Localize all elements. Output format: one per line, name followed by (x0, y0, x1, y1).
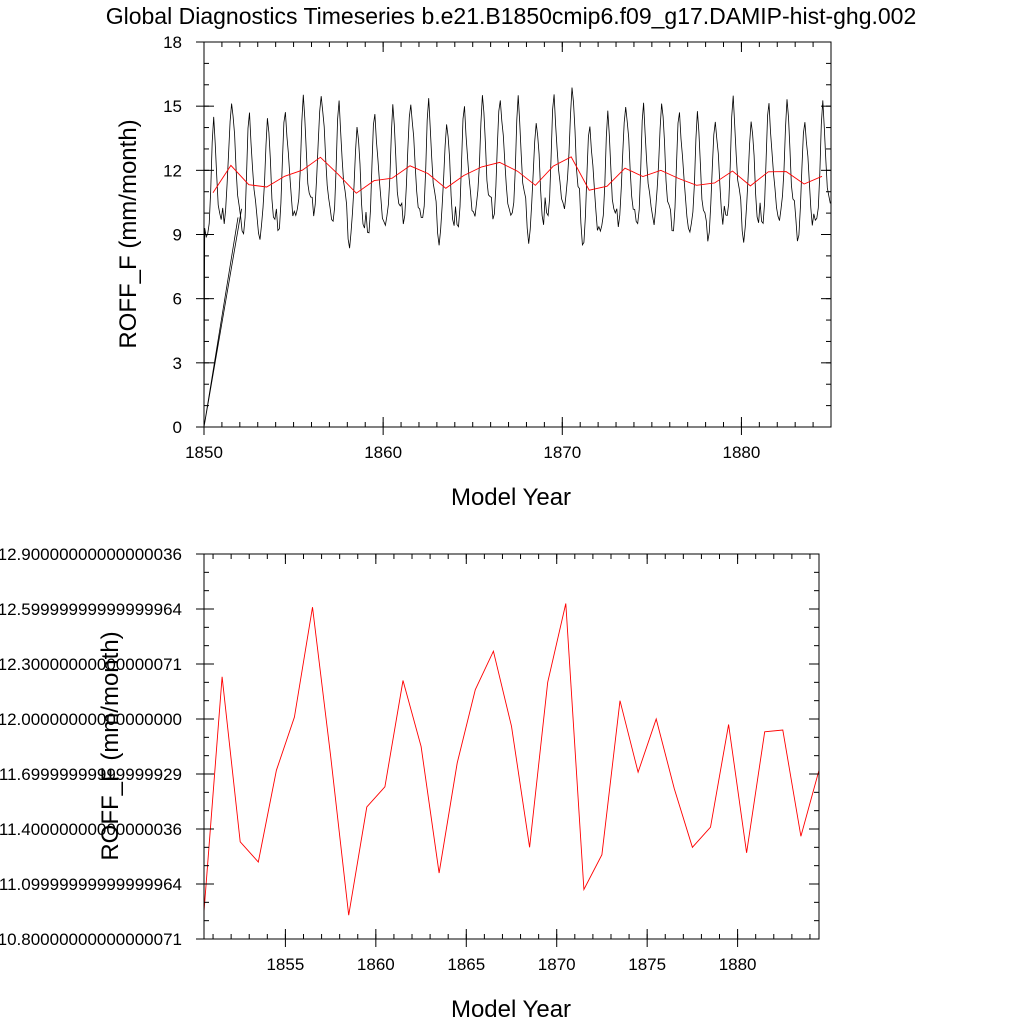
x-tick-label: 1880 (719, 955, 757, 974)
y-tick-label: 9 (173, 226, 182, 245)
bottom-y-axis-label: ROFF_F (mm/month) (97, 631, 124, 860)
y-tick-label: 3 (173, 354, 182, 373)
y-tick-label: 18 (163, 33, 182, 52)
bottom-panel: 1855 1860 1865 1870 1875 1880 10.8000000000000… (0, 545, 820, 1023)
x-tick-label: 1860 (357, 955, 395, 974)
y-tick-label: 12 (163, 161, 182, 180)
top-panel: 1850 1860 1870 1880 0 3 6 9 12 15 18 ROFF_F (mm/mo… (115, 33, 832, 511)
annual-mean-series-line (203, 603, 820, 916)
y-tick-label: 11.09999999999999964 (0, 875, 182, 894)
monthly-spinup-line (203, 208, 242, 428)
y-tick-label: 6 (173, 290, 182, 309)
annual-mean-series-line (212, 156, 823, 194)
y-tick-label: 0 (173, 418, 182, 437)
top-y-axis-label: ROFF_F (mm/month) (115, 119, 142, 348)
x-tick-label: 1870 (543, 443, 581, 462)
top-axis-ticks: 1850 1860 1870 1880 0 3 6 9 12 15 18 (163, 33, 832, 462)
bottom-axis-ticks: 1855 1860 1865 1870 1875 1880 10.8000000000000… (0, 545, 819, 974)
y-tick-label: 12.59999999999999964 (0, 600, 182, 619)
y-tick-label: 10.80000000000000071 (0, 930, 182, 949)
bottom-plot-frame (203, 553, 820, 940)
top-plot-series (203, 87, 831, 428)
y-tick-label: 12.30000000000000071 (0, 655, 182, 674)
y-tick-label: 11.69999999999999929 (0, 765, 182, 784)
y-tick-label: 12.00000000000000000 (0, 710, 182, 729)
x-tick-label: 1880 (723, 443, 761, 462)
x-tick-label: 1875 (628, 955, 666, 974)
y-tick-label: 15 (163, 97, 182, 116)
x-tick-label: 1860 (364, 443, 402, 462)
bottom-x-axis-label: Model Year (451, 996, 571, 1023)
y-tick-label: 11.40000000000000036 (0, 820, 182, 839)
figure-title: Global Diagnostics Timeseries b.e21.B185… (106, 3, 917, 29)
bottom-plot-series (203, 603, 820, 916)
x-tick-label: 1870 (538, 955, 576, 974)
top-plot-frame (203, 41, 832, 428)
y-tick-label: 12.90000000000000036 (0, 545, 182, 564)
top-x-axis-label: Model Year (451, 484, 571, 511)
monthly-series-line (203, 87, 831, 428)
x-tick-label: 1855 (266, 955, 304, 974)
x-tick-label: 1850 (185, 443, 223, 462)
x-tick-label: 1865 (447, 955, 485, 974)
